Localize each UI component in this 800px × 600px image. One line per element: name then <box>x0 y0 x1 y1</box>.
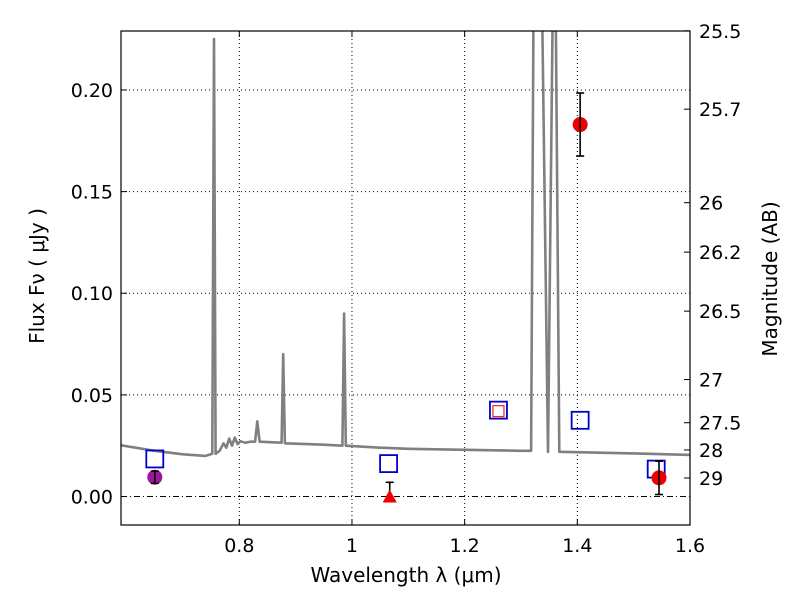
mag-tick-label: 29 <box>699 468 723 490</box>
y2-axis-label: Magnitude (AB) <box>758 201 782 356</box>
model-photometry-square <box>489 400 508 420</box>
y-tick-label: 0.15 <box>71 182 113 204</box>
x-tick-label: 1.4 <box>562 535 592 557</box>
x-tick-label: 1.6 <box>675 535 705 557</box>
observed-small-square <box>492 405 505 418</box>
mag-tick-label: 28 <box>699 440 723 462</box>
y-tick-label: 0.00 <box>71 487 113 509</box>
y-axis-label: Flux Fν ( μJy ) <box>25 208 49 344</box>
mag-tick-label: 27 <box>699 370 723 392</box>
x-axis-label: Wavelength λ (μm) <box>310 563 501 587</box>
mag-tick-label: 26.2 <box>699 242 741 264</box>
data-markers <box>145 92 667 503</box>
model-photometry-square <box>379 454 398 474</box>
model-photometry-square <box>145 449 165 469</box>
y-tick-label: 0.05 <box>71 385 113 407</box>
mag-tick-label: 26 <box>699 193 723 215</box>
axes: 0.8 1 1.2 1.4 1.6 0.00 0.05 0.10 0.15 0.20 25.5 25.… <box>71 21 742 557</box>
model-spectrum-line <box>121 31 690 458</box>
x-tick-label: 0.8 <box>224 535 254 557</box>
upper-limit-triangle <box>382 489 397 503</box>
model-spectrum <box>121 31 690 458</box>
mag-tick-label: 27.5 <box>699 413 741 435</box>
model-photometry-square <box>570 410 590 430</box>
x-tick-label: 1 <box>346 535 358 557</box>
mag-tick-label: 25.5 <box>699 21 741 43</box>
grid <box>121 31 691 525</box>
mag-tick-label: 25.7 <box>699 99 741 121</box>
x-tick-label: 1.2 <box>450 535 480 557</box>
y-tick-label: 0.20 <box>71 80 113 102</box>
mag-tick-label: 26.5 <box>699 301 741 323</box>
y-tick-label: 0.10 <box>71 283 113 305</box>
plot-frame <box>120 30 691 526</box>
